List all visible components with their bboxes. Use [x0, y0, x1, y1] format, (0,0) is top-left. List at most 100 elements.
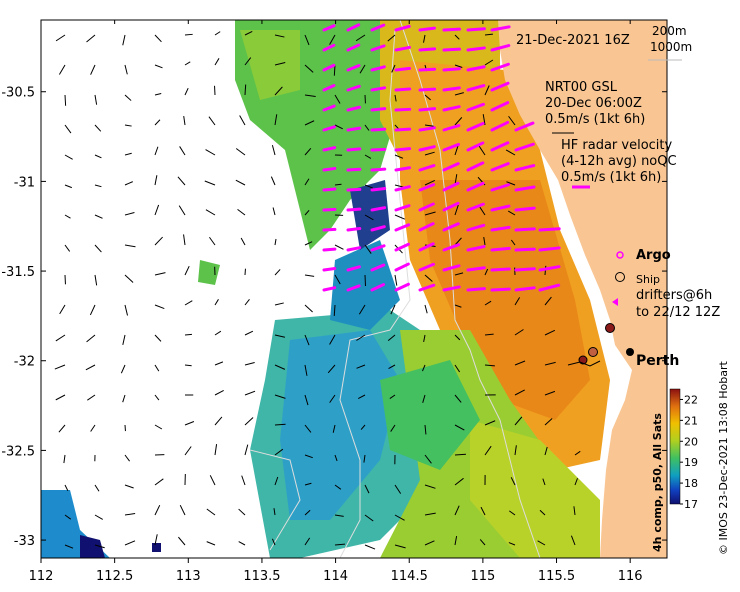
model-arrow — [304, 274, 315, 277]
place-label-perth: Perth — [636, 353, 679, 369]
model-arrow — [423, 334, 426, 343]
station-marker — [605, 323, 615, 333]
x-tick-label: 115.5 — [538, 569, 575, 584]
model-arrow — [327, 364, 336, 374]
model-arrow — [244, 298, 250, 306]
model-arrow — [154, 34, 162, 43]
model-arrow — [514, 445, 517, 456]
ship-marker-icon — [615, 272, 625, 282]
model-arrow — [241, 475, 246, 486]
model-arrow — [244, 57, 252, 66]
model-arrow — [124, 454, 130, 462]
model-arrow — [333, 64, 336, 76]
hf-arrow — [322, 187, 337, 192]
model-arrow — [214, 361, 224, 366]
model-arrow — [122, 34, 126, 46]
model-arrow — [244, 30, 253, 36]
model-arrow — [124, 152, 132, 156]
model-arrow — [484, 445, 492, 456]
hf-arrow — [394, 24, 411, 32]
hf-arrow — [514, 247, 536, 252]
hf-arrow — [466, 202, 485, 212]
model-arrow — [329, 394, 336, 403]
hf-arrow — [490, 81, 510, 92]
model-arrow — [454, 237, 462, 246]
model-arrow — [64, 484, 69, 492]
model-arrow — [484, 364, 495, 367]
model-arrow — [424, 484, 436, 489]
model-velocity-arrows — [54, 30, 581, 550]
colorbar-tick-label: 18 — [684, 477, 698, 490]
hf-arrow — [394, 66, 412, 72]
hf-arrow — [490, 225, 511, 232]
model-arrow — [506, 181, 516, 186]
model-arrow — [154, 504, 161, 516]
hf-arrow — [418, 202, 435, 212]
model-arrow — [424, 180, 435, 186]
sst-field — [41, 20, 610, 558]
model-arrow — [514, 416, 523, 426]
model-arrow — [514, 389, 525, 396]
model-arrow — [244, 84, 247, 96]
model-arrow — [122, 394, 126, 403]
hf-arrow — [346, 23, 361, 32]
hf-arrow — [442, 47, 462, 52]
model-arrow — [124, 212, 135, 216]
model-arrow — [273, 508, 276, 516]
hf-arrow — [346, 147, 362, 152]
hf-arrow — [466, 46, 486, 52]
x-axis: 112 112.5 113 113.5 114 114.5 115 115.5 116 — [29, 20, 643, 584]
model-arrow — [544, 361, 556, 366]
model-arrow — [484, 420, 496, 426]
hf-arrow — [370, 44, 386, 52]
hf-arrow — [514, 206, 536, 212]
hf-arrow — [322, 207, 337, 212]
hf-arrow — [514, 267, 536, 272]
model-arrow — [304, 394, 309, 406]
model-arrow — [304, 424, 312, 433]
model-arrow — [58, 424, 66, 433]
x-tick-label: 114 — [323, 569, 348, 584]
hf-arrow — [490, 25, 511, 32]
hf-arrow — [394, 282, 410, 292]
hf-arrow — [322, 63, 336, 72]
hf-arrow — [418, 67, 437, 72]
model-arrow — [124, 181, 133, 186]
model-arrow — [484, 85, 490, 96]
hf-arrow — [466, 84, 486, 92]
model-arrow — [454, 117, 463, 126]
model-arrow — [124, 274, 134, 283]
hf-arrow — [370, 283, 386, 292]
hf-arrow — [418, 26, 436, 32]
model-arrow — [364, 124, 370, 131]
hf-arrow — [418, 47, 437, 52]
model-arrow — [304, 334, 310, 346]
hf-arrow — [322, 125, 336, 132]
model-arrow — [539, 509, 546, 516]
model-arrow — [387, 34, 396, 42]
model-arrow — [94, 184, 102, 188]
hf-arrow — [418, 107, 437, 112]
model-arrow — [274, 62, 286, 66]
model-arrow — [360, 424, 366, 430]
model-arrow — [184, 265, 190, 276]
model-arrow — [334, 94, 341, 104]
model-arrow — [154, 64, 163, 69]
river-line — [567, 360, 601, 367]
model-arrow — [154, 424, 163, 430]
model-arrow — [55, 394, 66, 401]
model-arrow — [214, 416, 223, 426]
hf-arrow — [346, 105, 362, 112]
hf-arrow — [490, 120, 510, 132]
model-arrow — [304, 147, 312, 156]
model-arrow — [454, 92, 464, 96]
hf-arrow — [442, 243, 461, 252]
hf-arrow — [322, 24, 336, 32]
model-arrow — [482, 114, 486, 126]
model-arrow — [304, 304, 313, 313]
legend-hf-title: HF radar velocity — [561, 138, 673, 153]
hf-arrow — [418, 164, 436, 172]
model-arrow — [304, 509, 311, 516]
model-arrow — [214, 390, 224, 396]
